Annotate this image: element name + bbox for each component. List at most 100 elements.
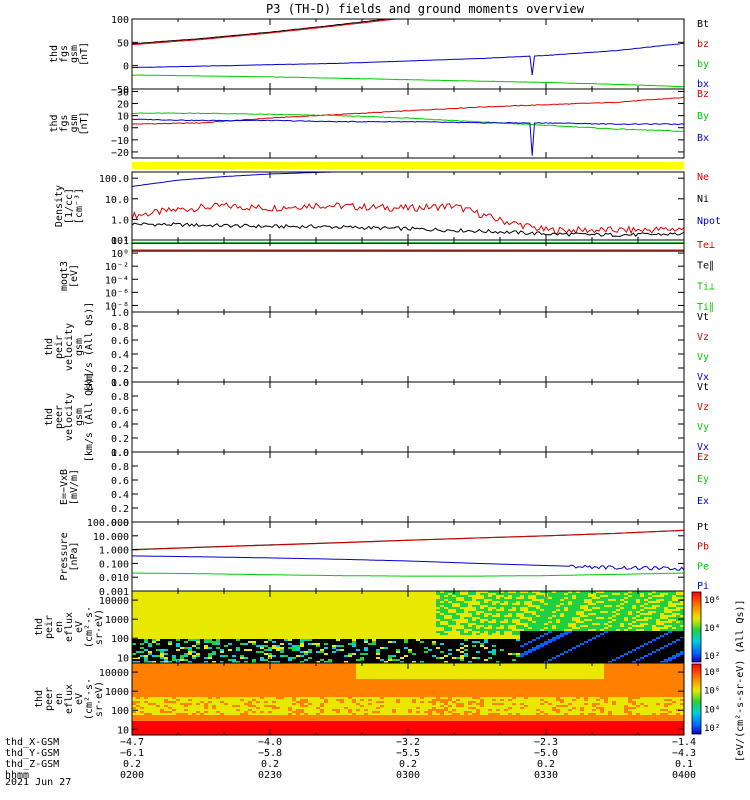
- spectrogram-cell: [396, 649, 401, 652]
- spectrogram-cell: [272, 617, 277, 620]
- spectrogram-cell: [348, 613, 353, 616]
- y-tick-label: 0.8: [111, 322, 129, 333]
- spectrogram-cell: [472, 619, 477, 622]
- spectrogram-cell: [312, 597, 317, 600]
- spectrogram-cell: [392, 643, 397, 646]
- spectrogram-cell: [472, 633, 477, 636]
- spectrogram-cell: [304, 625, 309, 628]
- spectrogram-cell: [196, 603, 201, 606]
- spectrogram-cell: [316, 603, 321, 606]
- spectrogram-cell: [328, 641, 333, 644]
- spectrogram-cell: [348, 651, 353, 654]
- spectrogram-cell: [516, 609, 521, 612]
- y-tick-label: 0.010: [99, 573, 129, 584]
- spectrogram-cell: [332, 629, 337, 632]
- legend-entry: Te⊥: [697, 240, 715, 251]
- spectrogram-cell: [508, 649, 513, 652]
- spectrogram-cell: [368, 619, 373, 622]
- figure-title: P3 (TH-D) fields and ground moments over…: [266, 2, 585, 16]
- spectrogram-cell: [476, 657, 481, 660]
- spectrogram-cell: [216, 601, 221, 604]
- spectrogram-cell: [500, 591, 505, 594]
- spectrogram-cell: [604, 647, 609, 650]
- spectrogram-cell: [452, 617, 457, 620]
- spectrogram-cell: [272, 629, 277, 632]
- spectrogram-cell: [320, 631, 325, 634]
- spectrogram-cell: [384, 607, 389, 610]
- spectrogram-cell: [536, 631, 541, 634]
- spectrogram-cell: [540, 653, 545, 656]
- spectrogram-cell: [568, 613, 573, 616]
- spectrogram-cell: [512, 623, 517, 626]
- spectrogram-cell: [192, 605, 197, 608]
- spectrogram-cell: [536, 643, 541, 646]
- spectrogram-cell: [260, 651, 265, 654]
- spectrogram-cell: [324, 605, 329, 608]
- spectrogram-cell: [612, 601, 617, 604]
- spectrogram-cell: [172, 607, 177, 610]
- spectrogram-cell: [628, 619, 633, 622]
- spectrogram-cell: [624, 643, 629, 646]
- spectrogram-cell: [532, 623, 537, 626]
- spectrogram-cell: [304, 611, 309, 614]
- spectrogram-cell: [320, 629, 325, 632]
- spectrogram-cell: [396, 597, 401, 600]
- spectrogram-cell: [568, 603, 573, 606]
- spectrogram-cell: [200, 603, 205, 606]
- spectrogram-cell: [396, 655, 401, 658]
- spectrogram-cell: [620, 653, 625, 656]
- spectrogram-cell: [624, 617, 629, 620]
- spectrogram-cell: [352, 649, 357, 652]
- spectrogram-cell: [348, 657, 353, 660]
- spectrogram-cell: [568, 641, 573, 644]
- spectrogram-cell: [300, 655, 305, 658]
- spectrogram-cell: [352, 607, 357, 610]
- spectrogram-cell: [396, 621, 401, 624]
- spectrogram-cell: [584, 631, 589, 634]
- spectrogram-cell: [296, 605, 301, 608]
- spectrogram-cell: [220, 611, 225, 614]
- spectrogram-cell: [212, 631, 217, 634]
- spectrogram-cell: [456, 605, 461, 608]
- spectrogram-cell: [544, 629, 549, 632]
- spectrogram-cell: [284, 623, 289, 626]
- spectrogram-cell: [232, 593, 237, 596]
- spectrogram-cell: [472, 601, 477, 604]
- spectrogram-cell: [400, 659, 405, 662]
- spectrogram-cell: [244, 657, 249, 660]
- spectrogram-cell: [308, 593, 313, 596]
- spectrogram-cell: [616, 591, 621, 594]
- spectrogram-cell: [312, 645, 317, 648]
- spectrogram-cell: [408, 601, 413, 604]
- spectrogram-cell: [168, 617, 173, 620]
- spectrogram-cell: [580, 629, 585, 632]
- spectrogram-cell: [308, 655, 313, 658]
- spectrogram-cell: [244, 637, 249, 640]
- spectrogram-cell: [336, 631, 341, 634]
- spectrogram-cell: [568, 647, 573, 650]
- spectrogram-cell: [160, 595, 165, 598]
- spectrogram-cell: [308, 659, 313, 662]
- spectrogram-cell: [332, 623, 337, 626]
- spectrogram-cell: [168, 627, 173, 630]
- spectrogram-cell: [148, 609, 153, 612]
- spectrogram-cell: [176, 623, 181, 626]
- spectrogram-cell: [584, 649, 589, 652]
- spectrogram-cell: [280, 603, 285, 606]
- spectrogram-cell: [416, 617, 421, 620]
- spectrogram-cell: [552, 617, 557, 620]
- spectrogram-cell: [328, 627, 333, 630]
- spectrogram-cell: [544, 601, 549, 604]
- legend-entry: Npot: [697, 216, 721, 227]
- spectrogram-cell: [252, 621, 257, 624]
- spectrogram-cell: [236, 603, 241, 606]
- spectrogram-cell: [140, 633, 145, 636]
- spectrogram-cell: [208, 597, 213, 600]
- spectrogram-cell: [580, 591, 585, 594]
- spectrogram-cell: [548, 619, 553, 622]
- spectrogram-cell: [208, 641, 213, 644]
- spectrogram-cell: [132, 655, 137, 658]
- spectrogram-cell: [148, 641, 153, 644]
- spectrogram-cell: [428, 595, 433, 598]
- spectrogram-cell: [604, 625, 609, 628]
